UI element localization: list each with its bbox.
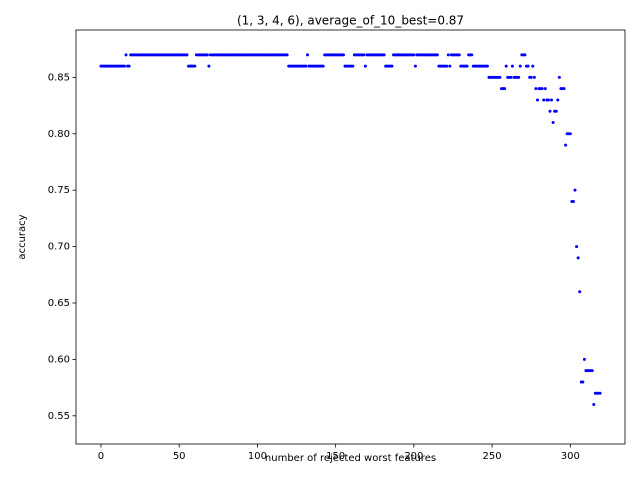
point bbox=[542, 98, 546, 102]
point bbox=[465, 64, 469, 68]
x-tick-label: 250 bbox=[483, 451, 502, 462]
point bbox=[127, 64, 131, 68]
point bbox=[305, 53, 309, 57]
point bbox=[362, 53, 366, 57]
point bbox=[529, 75, 533, 79]
point bbox=[557, 75, 561, 79]
point bbox=[581, 380, 585, 384]
point bbox=[517, 75, 521, 79]
point bbox=[185, 53, 189, 57]
point bbox=[598, 391, 602, 395]
y-tick-label: 0.85 bbox=[48, 72, 70, 83]
point bbox=[285, 53, 289, 57]
y-axis-label: accuracy bbox=[17, 214, 28, 259]
point bbox=[413, 64, 417, 68]
point bbox=[535, 98, 539, 102]
point bbox=[540, 87, 544, 91]
point bbox=[470, 53, 474, 57]
point bbox=[509, 75, 513, 79]
y-tick-label: 0.60 bbox=[48, 354, 70, 365]
point bbox=[590, 369, 594, 373]
point bbox=[550, 98, 554, 102]
point bbox=[448, 64, 452, 68]
point bbox=[446, 53, 450, 57]
x-tick-label: 50 bbox=[173, 451, 186, 462]
point bbox=[504, 64, 508, 68]
point bbox=[382, 53, 386, 57]
point bbox=[518, 64, 522, 68]
point bbox=[592, 403, 596, 407]
point bbox=[124, 53, 128, 57]
point bbox=[193, 64, 197, 68]
point bbox=[390, 64, 394, 68]
point bbox=[304, 64, 308, 68]
point bbox=[523, 53, 527, 57]
point bbox=[554, 109, 558, 113]
point bbox=[578, 290, 582, 294]
point bbox=[551, 121, 555, 125]
x-tick-label: 200 bbox=[404, 451, 423, 462]
point bbox=[573, 188, 577, 192]
x-tick-label: 300 bbox=[561, 451, 580, 462]
point bbox=[435, 53, 439, 57]
point bbox=[568, 132, 572, 136]
point bbox=[122, 64, 126, 68]
chart-title: (1, 3, 4, 6), average_of_10_best=0.87 bbox=[237, 14, 464, 28]
y-tick-label: 0.65 bbox=[48, 298, 70, 309]
point bbox=[532, 75, 536, 79]
point bbox=[576, 256, 580, 260]
point bbox=[412, 53, 416, 57]
point bbox=[556, 98, 560, 102]
point bbox=[564, 143, 568, 147]
axes-frame bbox=[75, 29, 626, 445]
point bbox=[485, 64, 489, 68]
point bbox=[321, 64, 325, 68]
y-tick-label: 0.80 bbox=[48, 129, 70, 140]
point bbox=[534, 87, 538, 91]
point bbox=[510, 64, 514, 68]
point bbox=[543, 87, 547, 91]
x-tick-label: 100 bbox=[248, 451, 267, 462]
point bbox=[548, 109, 552, 113]
point bbox=[457, 53, 461, 57]
point bbox=[445, 64, 449, 68]
point bbox=[207, 64, 211, 68]
point bbox=[498, 75, 502, 79]
point bbox=[582, 357, 586, 361]
x-tick-label: 0 bbox=[98, 451, 104, 462]
point bbox=[363, 64, 367, 68]
point bbox=[503, 87, 507, 91]
point bbox=[562, 87, 566, 91]
x-tick-label: 150 bbox=[326, 451, 345, 462]
point bbox=[571, 199, 575, 203]
point bbox=[341, 53, 345, 57]
x-axis-label: number of rejected worst features bbox=[265, 453, 436, 464]
point bbox=[575, 245, 579, 249]
y-tick-label: 0.70 bbox=[48, 242, 70, 253]
point bbox=[205, 53, 209, 57]
y-tick-label: 0.55 bbox=[48, 411, 70, 422]
point bbox=[351, 64, 355, 68]
point bbox=[546, 98, 550, 102]
point bbox=[531, 64, 535, 68]
point bbox=[526, 64, 530, 68]
y-tick-label: 0.75 bbox=[48, 185, 70, 196]
